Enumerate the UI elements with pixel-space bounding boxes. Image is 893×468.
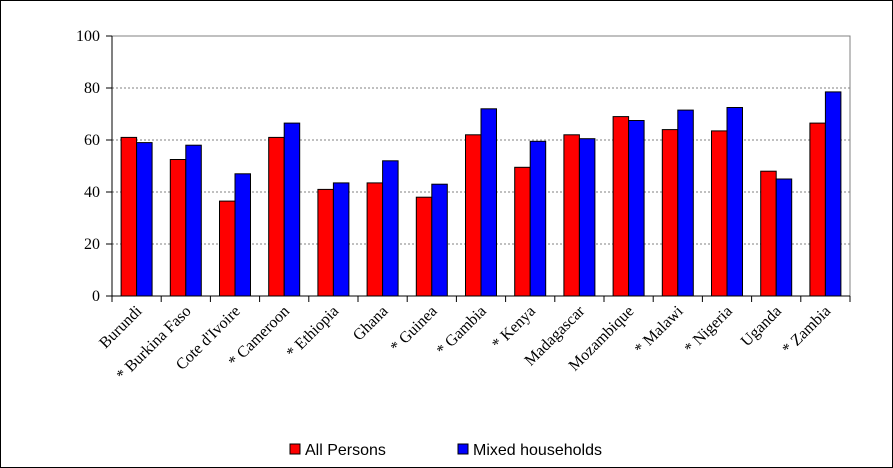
bar-all-persons: [760, 170, 777, 297]
x-tick-label: * Gambia: [434, 303, 490, 359]
x-tick-label: * Ethiopia: [283, 303, 342, 362]
bar-all-persons: [415, 196, 433, 297]
x-tick-label: * Zambia: [779, 303, 834, 358]
bar-all-persons: [219, 200, 236, 297]
legend-label-mixed-households: Mixed households: [473, 442, 602, 459]
y-tick-label: 20: [84, 236, 100, 253]
bar-all-persons: [317, 188, 334, 297]
legend-swatch-all-persons: [289, 443, 301, 455]
y-axis: 0 20 40 60 80 100: [76, 28, 113, 305]
bar-mixed-households: [234, 173, 251, 297]
legend-swatch-mixed-households: [457, 443, 469, 455]
x-tick-label: Uganda: [738, 303, 785, 350]
bar-all-persons: [366, 182, 384, 297]
bar-mixed-households: [628, 120, 645, 297]
x-tick-label: * Malawi: [632, 302, 687, 357]
x-tick-label: * Nigeria: [681, 303, 735, 357]
bar-all-persons: [120, 136, 138, 297]
bar-all-persons: [711, 130, 728, 297]
bar-all-persons: [514, 166, 531, 297]
bar-all-persons: [661, 129, 679, 297]
bar-mixed-households: [332, 182, 350, 297]
bar-mixed-households: [283, 122, 301, 297]
x-tick-label: Burundi: [96, 302, 145, 351]
bar-all-persons: [563, 134, 580, 297]
bar-all-persons: [465, 134, 482, 297]
bar-mixed-households: [824, 91, 842, 297]
bar-mixed-households: [677, 109, 694, 297]
y-tick-label: 40: [84, 184, 100, 201]
bar-mixed-households: [775, 178, 793, 297]
legend-label-all-persons: All Persons: [305, 442, 386, 459]
bar-mixed-households: [185, 144, 202, 297]
bar-all-persons: [809, 122, 826, 297]
bar-mixed-households: [382, 160, 399, 297]
bar-mixed-households: [136, 142, 153, 297]
x-tick-label: * Guinea: [387, 303, 440, 356]
bar-mixed-households: [578, 138, 596, 297]
bar-mixed-households: [431, 183, 448, 297]
x-tick-label: Ghana: [350, 303, 392, 345]
y-tick-label: 0: [92, 288, 100, 305]
bar-mixed-households: [480, 108, 497, 297]
bar-mixed-households: [726, 107, 743, 297]
bar-all-persons: [268, 136, 285, 297]
y-tick-label: 60: [84, 132, 100, 149]
legend: All Persons Mixed households: [289, 442, 602, 459]
bar-all-persons: [612, 116, 630, 297]
bar-mixed-households: [529, 140, 547, 297]
bars: [120, 91, 842, 297]
y-tick-label: 80: [84, 80, 100, 97]
bar-all-persons: [169, 159, 187, 297]
x-tick-label: * Kenya: [489, 303, 539, 353]
y-tick-label: 100: [76, 28, 100, 45]
